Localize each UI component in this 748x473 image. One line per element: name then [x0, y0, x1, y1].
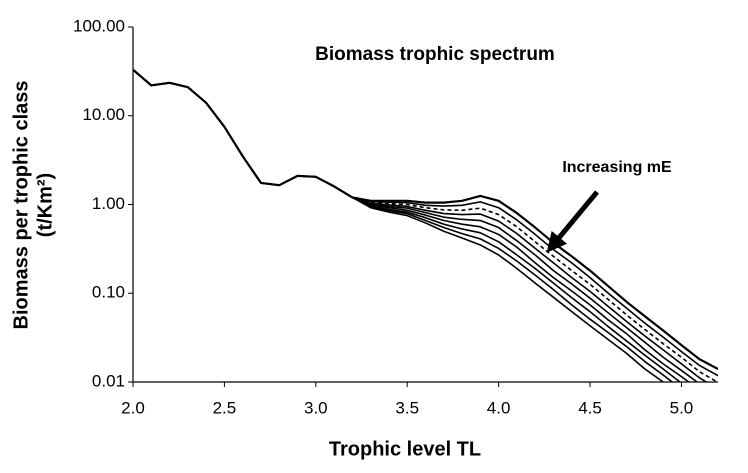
y-axis-title: Biomass per trophic class [10, 81, 32, 330]
y-tick-label: 1.00 [92, 194, 125, 213]
data-line [133, 69, 718, 382]
x-tick-label: 3.5 [395, 398, 419, 417]
y-tick-label: 10.00 [82, 105, 125, 124]
x-tick-label: 4.5 [578, 398, 602, 417]
data-line [133, 69, 691, 382]
annotation-arrow [546, 190, 599, 253]
plot-lines [133, 68, 718, 382]
annotation: Increasing mE [562, 159, 672, 176]
data-line [133, 69, 665, 382]
chart-title: Biomass trophic spectrum [315, 44, 555, 65]
x-tick-label: 3.0 [304, 398, 328, 417]
y-tick-label: 100.00 [73, 16, 125, 35]
x-tick-label: 2.5 [213, 398, 237, 417]
x-tick-label: 2.0 [121, 398, 145, 417]
y-axis-title: (t/Km²) [34, 173, 56, 237]
y-tick-label: 0.10 [92, 283, 125, 302]
data-line [133, 69, 699, 382]
x-axis-title: Trophic level TL [329, 438, 481, 460]
x-tick-label: 5.0 [670, 398, 694, 417]
data-line [133, 69, 708, 382]
x-tick-label: 4.0 [487, 398, 511, 417]
y-tick-label: 0.01 [92, 371, 125, 390]
